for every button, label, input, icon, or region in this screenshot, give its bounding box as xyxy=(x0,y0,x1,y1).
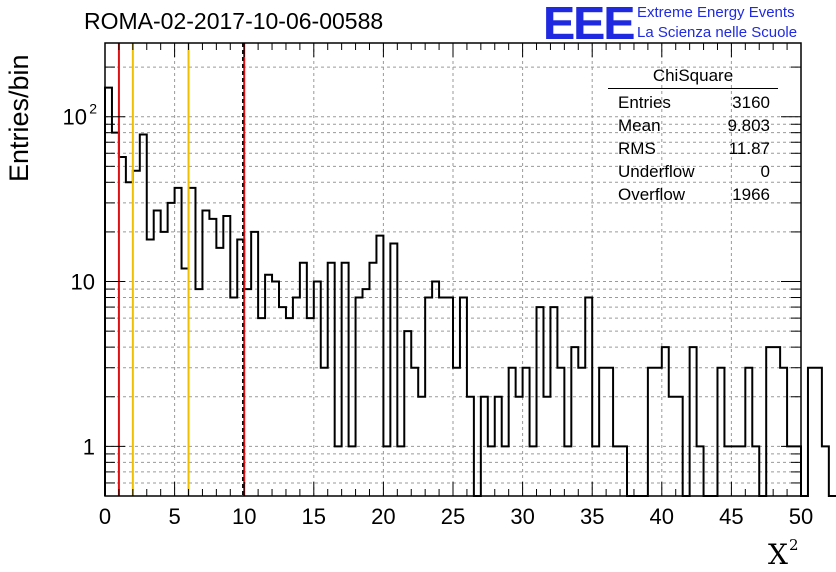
chart-title: ROMA-02-2017-10-06-00588 xyxy=(84,8,384,34)
x-tick-label: 15 xyxy=(302,504,326,529)
y-axis-label: Entries/bin xyxy=(4,54,34,182)
stats-value: 9.803 xyxy=(727,116,770,135)
stats-title: ChiSquare xyxy=(608,66,778,89)
y-tick-label: 1 xyxy=(83,434,95,459)
stats-row-underflow: Underflow 0 xyxy=(608,160,778,183)
y-tick-label: 10 xyxy=(63,105,87,130)
logo-caption-1: Extreme Energy Events xyxy=(637,4,795,21)
stats-label: RMS xyxy=(618,139,656,158)
stats-row-mean: Mean 9.803 xyxy=(608,114,778,137)
x-tick-label: 35 xyxy=(580,504,604,529)
y-tick-label: 10 xyxy=(71,270,95,295)
x-tick-label: 25 xyxy=(441,504,465,529)
stats-label: Underflow xyxy=(618,162,695,181)
stats-box: ChiSquare Entries 3160 Mean 9.803 RMS 11.87… xyxy=(608,66,778,206)
histogram-series xyxy=(104,86,836,497)
x-tick-label: 10 xyxy=(232,504,256,529)
x-tick-label: 0 xyxy=(99,504,111,529)
x-tick-label: 50 xyxy=(789,504,813,529)
stats-label: Overflow xyxy=(618,185,686,204)
x-axis-label: X2 xyxy=(768,536,798,571)
stats-value: 11.87 xyxy=(728,139,770,158)
stats-value: 0 xyxy=(760,162,770,181)
stats-value: 1966 xyxy=(732,185,770,204)
y-tick-exponent: 2 xyxy=(89,101,97,117)
x-axis-label-exponent: 2 xyxy=(788,536,799,554)
logo-caption-2: La Scienza nelle Scuole xyxy=(637,24,798,41)
x-tick-label: 30 xyxy=(510,504,534,529)
x-axis-label-base: X xyxy=(768,538,788,571)
stats-row-overflow: Overflow 1966 xyxy=(608,183,778,206)
stats-label: Entries xyxy=(618,93,671,112)
stats-value: 3160 xyxy=(732,93,770,112)
stats-row-rms: RMS 11.87 xyxy=(608,137,778,160)
stats-label: Mean xyxy=(618,116,661,135)
stats-row-entries: Entries 3160 xyxy=(608,91,778,114)
x-tick-label: 45 xyxy=(719,504,743,529)
x-tick-label: 20 xyxy=(371,504,395,529)
eee-logo: EEE xyxy=(543,0,635,49)
x-tick-label: 5 xyxy=(168,504,180,529)
x-tick-label: 40 xyxy=(650,504,674,529)
